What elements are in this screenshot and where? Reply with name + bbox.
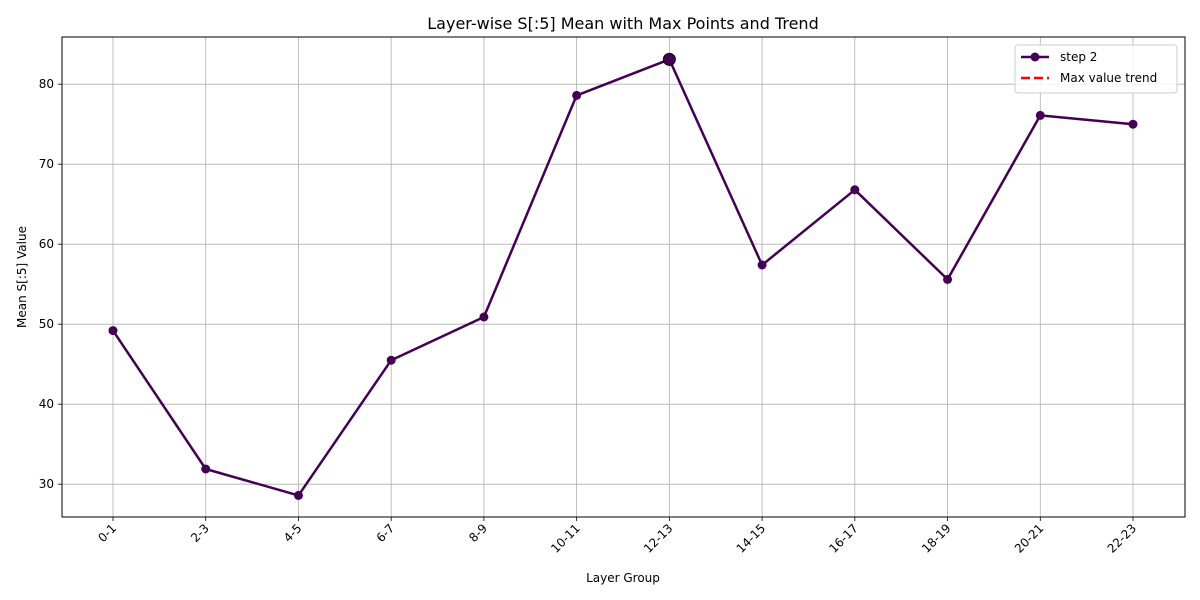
plot-frame (61, 36, 1186, 518)
x-tick-label: 10-11 (548, 521, 583, 556)
legend: step 2 Max value trend (1014, 44, 1178, 94)
legend-series-marker (1030, 52, 1040, 62)
data-point (293, 490, 303, 500)
chart-title: Layer-wise S[:5] Mean with Max Points an… (427, 14, 818, 33)
series-line (111, 58, 1134, 497)
y-tick-label: 80 (39, 77, 54, 91)
legend-series-label: step 2 (1060, 50, 1097, 64)
y-tick-label: 60 (39, 237, 54, 251)
x-tick-label: 16-17 (826, 521, 861, 556)
legend-box (1014, 44, 1178, 94)
x-axis: 0-1 2-3 4-5 6-7 8-9 10-11 12-13 14-15 16-17 18-19… (95, 517, 1139, 556)
x-tick-label: 20-21 (1012, 521, 1047, 556)
max-point-marker (662, 52, 676, 66)
data-point (1035, 110, 1045, 120)
x-tick-label: 2-3 (188, 521, 212, 545)
y-tick-label: 40 (39, 397, 54, 411)
x-tick-label: 6-7 (374, 521, 398, 545)
data-point (572, 90, 582, 100)
data-point (108, 326, 118, 336)
data-point (850, 185, 860, 195)
x-tick-label: 18-19 (919, 521, 954, 556)
y-tick-label: 70 (39, 157, 54, 171)
x-axis-title: Layer Group (586, 571, 660, 585)
x-tick-label: 12-13 (641, 521, 676, 556)
data-point (479, 312, 489, 322)
series-layer (108, 52, 1138, 500)
y-tick-label: 50 (39, 317, 54, 331)
data-point (201, 464, 211, 474)
grid-lines (62, 37, 1185, 517)
data-point (1128, 119, 1138, 129)
y-tick-label: 30 (39, 477, 54, 491)
x-tick-label: 4-5 (281, 521, 305, 545)
data-point (757, 260, 767, 270)
data-point (943, 274, 953, 284)
legend-trend-label: Max value trend (1060, 71, 1157, 85)
x-tick-label: 0-1 (95, 521, 119, 545)
x-tick-label: 14-15 (734, 521, 769, 556)
y-axis: 30 40 50 60 70 80 (39, 77, 62, 491)
x-tick-label: 22-23 (1105, 521, 1140, 556)
y-axis-title: Mean S[:5] Value (15, 226, 29, 328)
x-tick-label: 8-9 (466, 521, 490, 545)
data-point (386, 355, 396, 365)
